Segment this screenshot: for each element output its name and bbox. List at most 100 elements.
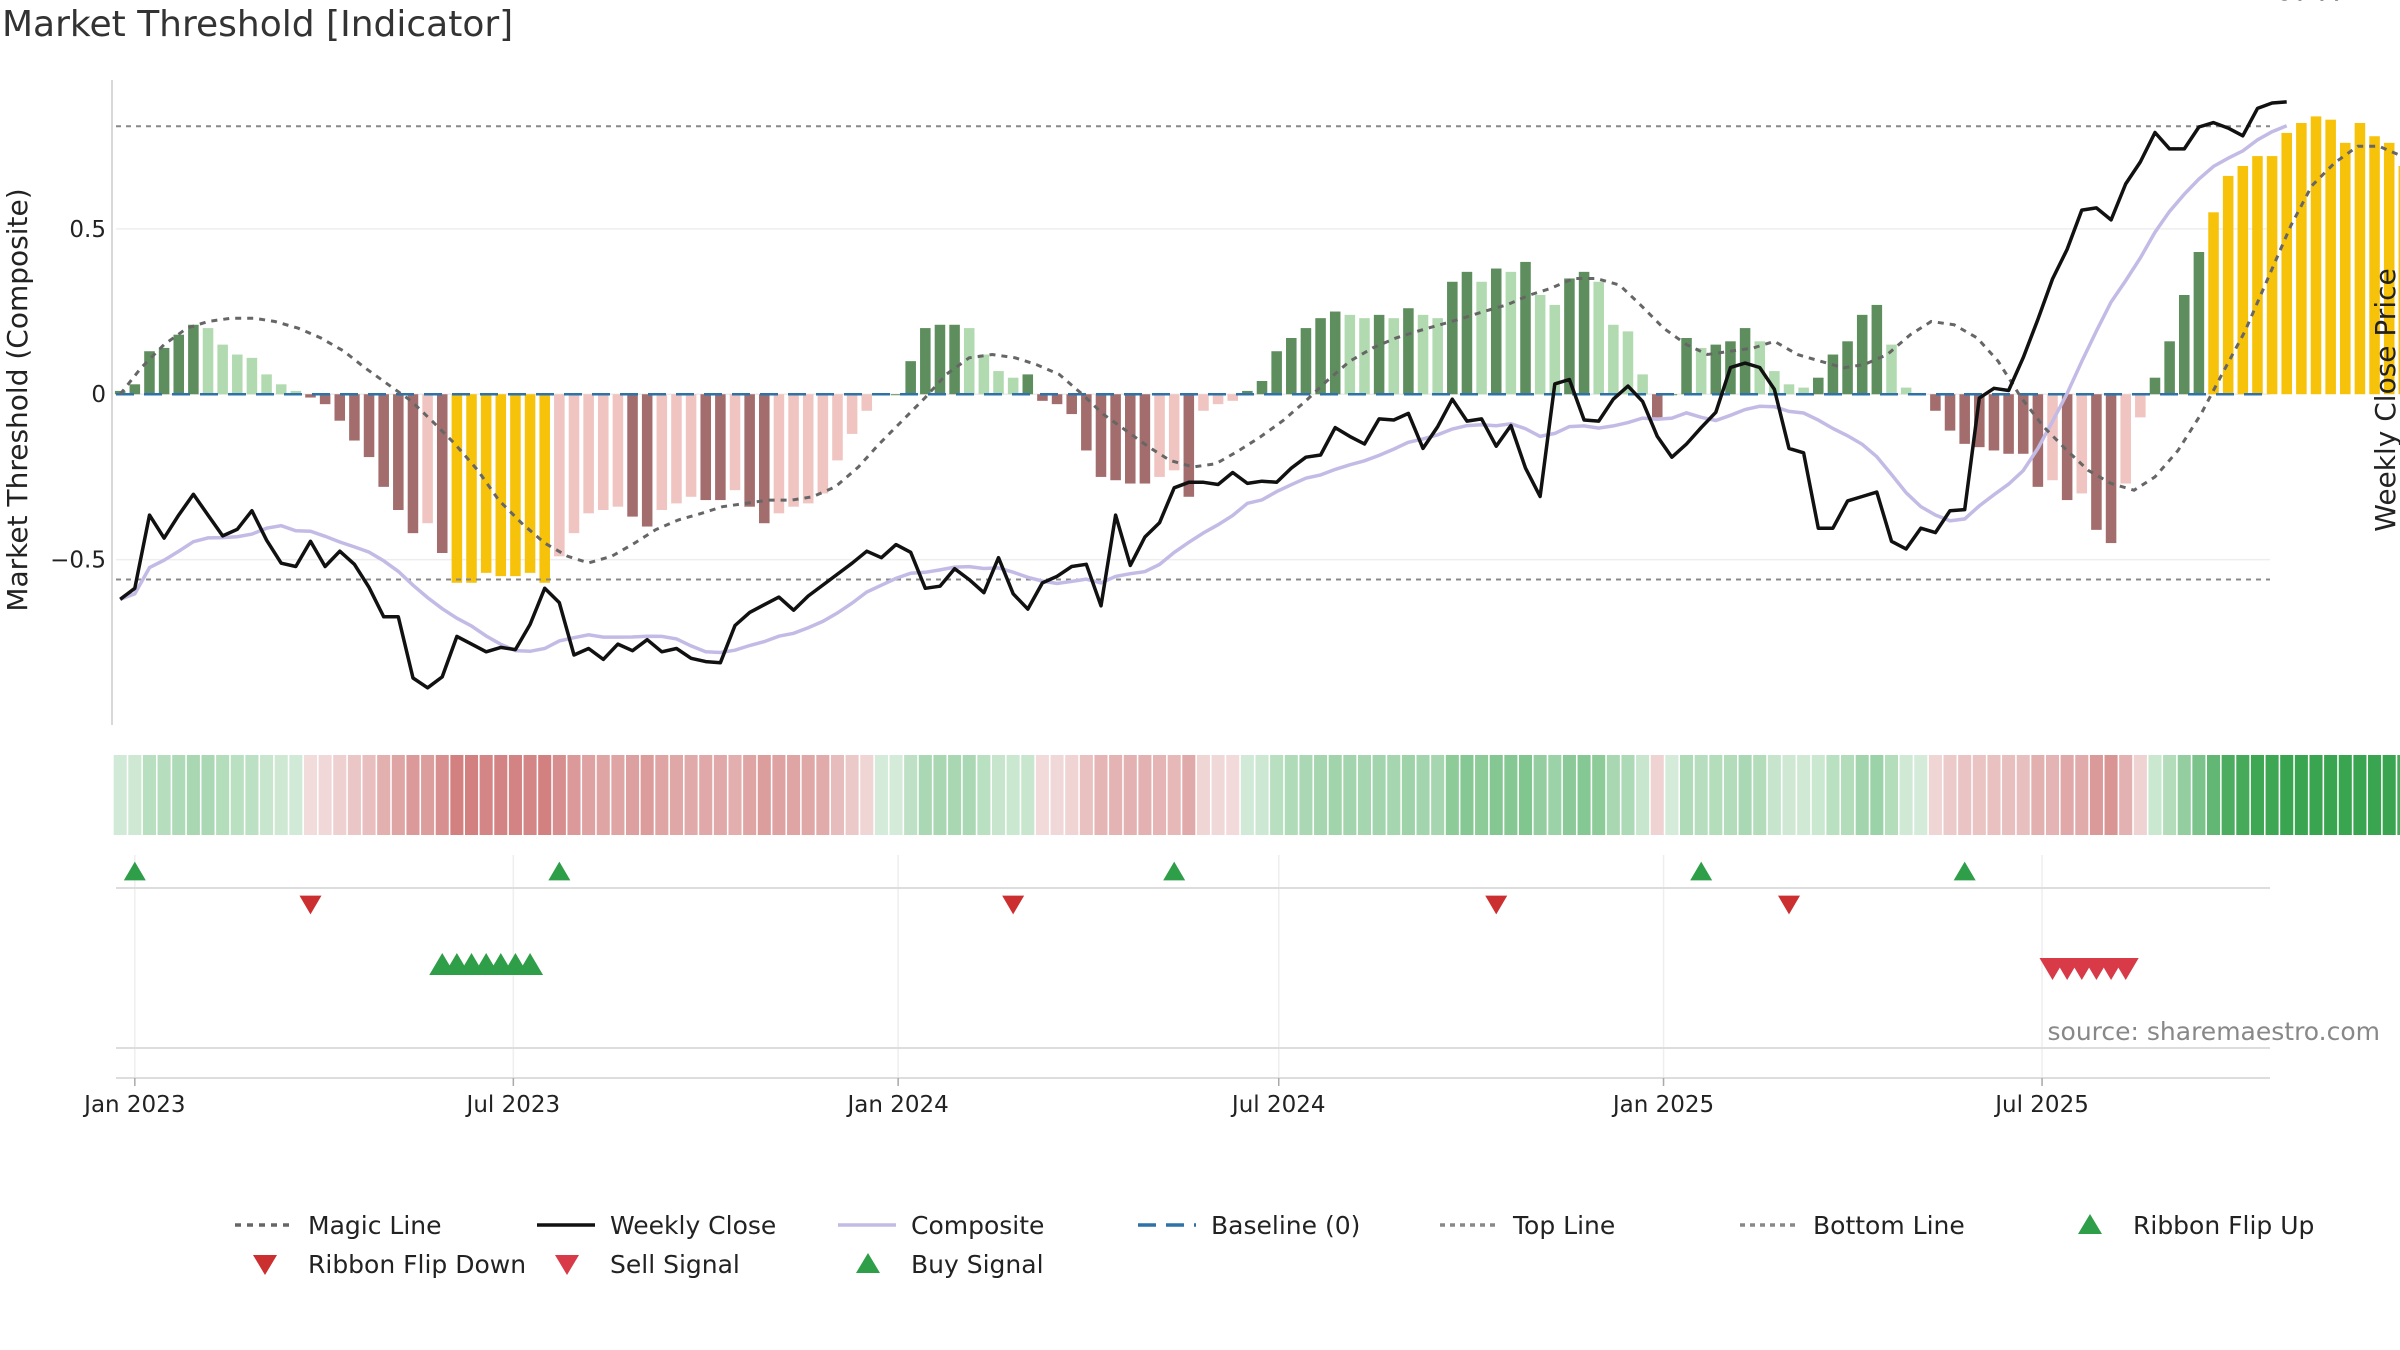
ribbon-segment (230, 755, 244, 835)
ribbon-segment (391, 755, 405, 835)
ribbon-segment (1489, 755, 1503, 835)
ribbon-segment (216, 755, 230, 835)
ribbon-segment (801, 755, 815, 835)
composite-bar (2135, 394, 2146, 418)
ribbon-segment (757, 755, 771, 835)
ribbon-segment (1577, 755, 1591, 835)
ribbon-segment (2368, 755, 2382, 835)
composite-bar (1286, 338, 1297, 395)
composite-bar (583, 394, 594, 514)
ribbon-segment (2236, 755, 2250, 835)
legend-label: Ribbon Flip Up (2133, 1211, 2314, 1240)
composite-bar (846, 394, 858, 434)
composite-bar (393, 394, 404, 510)
ribbon-segment (1431, 755, 1445, 835)
composite-bar (1183, 394, 1195, 497)
ribbon-segment (582, 755, 596, 835)
legend-item: Composite (838, 1211, 1044, 1240)
ribbon-segment (450, 755, 464, 835)
composite-bar (1051, 394, 1063, 405)
ribbon-segment (611, 755, 625, 835)
ribbon-segment (991, 755, 1006, 835)
ribbon-segment (1548, 755, 1562, 835)
ribbon-segment (1928, 755, 1942, 835)
composite-bar (1564, 278, 1575, 395)
composite-bar (1256, 381, 1268, 395)
ribbon-segment (2031, 755, 2045, 835)
ribbon-segment (904, 755, 918, 835)
ribbon-segment (406, 755, 420, 835)
ribbon-flip-down-marker (1485, 895, 1508, 915)
source-label: source: sharemaestro.com (2048, 1017, 2381, 1046)
legend-label: Sell Signal (610, 1250, 740, 1279)
composite-bar (305, 394, 316, 398)
composite-bar (934, 324, 946, 395)
composite-bar (1139, 394, 1151, 484)
ribbon-segment (1665, 755, 1679, 835)
ribbon-segment (948, 755, 962, 835)
ribbon-segment (157, 755, 171, 835)
ribbon-segment (1958, 755, 1972, 835)
ribbon-segment (816, 755, 830, 835)
ribbon-flip-up-marker (1690, 861, 1713, 881)
legend: Magic Line Weekly Close Composite Baseline … (235, 1211, 2314, 1279)
ribbon-segment (377, 755, 391, 835)
composite-bar (2383, 142, 2395, 395)
ribbon-segment (1709, 755, 1723, 835)
line-series (116, 100, 2400, 690)
legend-label: Top Line (1512, 1211, 1615, 1240)
legend-label: Baseline (0) (1211, 1211, 1360, 1240)
composite-bar (759, 394, 770, 524)
x-tick-label: Jul 2025 (1993, 1092, 2089, 1118)
composite-bar (715, 394, 726, 501)
buy-signal-marker (517, 952, 544, 976)
composite-bar (1066, 394, 1077, 415)
ribbon-segment (626, 755, 640, 835)
composite-bar (2398, 166, 2400, 395)
composite-bar (1403, 308, 1414, 395)
composite-bar (2193, 252, 2205, 395)
composite-bar (524, 394, 536, 573)
composite-bar (2325, 119, 2336, 395)
composite-bar (451, 394, 463, 583)
ribbon-segment (1870, 755, 1884, 835)
ribbon-segment (1211, 755, 1225, 835)
composite-bar (1022, 374, 1034, 395)
legend-item: Ribbon Flip Down (253, 1250, 526, 1279)
composite-bar (1461, 271, 1473, 395)
composite-bar (1988, 394, 2000, 451)
composite-bar (1344, 314, 1356, 395)
ribbon-segment (2353, 755, 2367, 835)
ribbon-segment (1196, 755, 1210, 835)
ribbon-segment (2177, 755, 2191, 835)
trend-ribbon (113, 755, 2400, 835)
ribbon-segment (303, 755, 318, 835)
legend-item: Baseline (0) (1138, 1211, 1360, 1240)
ribbon-segment (787, 755, 801, 835)
composite-bar (1388, 318, 1400, 395)
composite-bar (1095, 394, 1107, 477)
ribbon-segment (1372, 755, 1386, 835)
ribbon-segment (1680, 755, 1694, 835)
composite-bar (290, 390, 302, 395)
composite-bar (671, 394, 682, 504)
x-tick-label: Jan 2025 (1611, 1092, 1714, 1118)
legend-label: Buy Signal (911, 1250, 1044, 1279)
ribbon-segment (2075, 755, 2089, 835)
ribbon-segment (962, 755, 976, 835)
composite-bar (1944, 394, 1956, 431)
composite-bar (1856, 314, 1868, 395)
ribbon-segment (1723, 755, 1737, 835)
ribbon-segment (494, 755, 508, 835)
y2-tick-label: 70.00 (2278, 0, 2344, 6)
ribbon-segment (1079, 755, 1093, 835)
ribbon-segment (1533, 755, 1547, 835)
ribbon-segment (1270, 755, 1284, 835)
ribbon-segment (274, 755, 288, 835)
ribbon-segment (860, 755, 874, 835)
composite-bar (202, 328, 214, 395)
composite-bar (1798, 387, 1809, 395)
composite-bar (2003, 394, 2014, 454)
composite-bar (1242, 390, 1253, 395)
composite-bar (802, 394, 814, 504)
